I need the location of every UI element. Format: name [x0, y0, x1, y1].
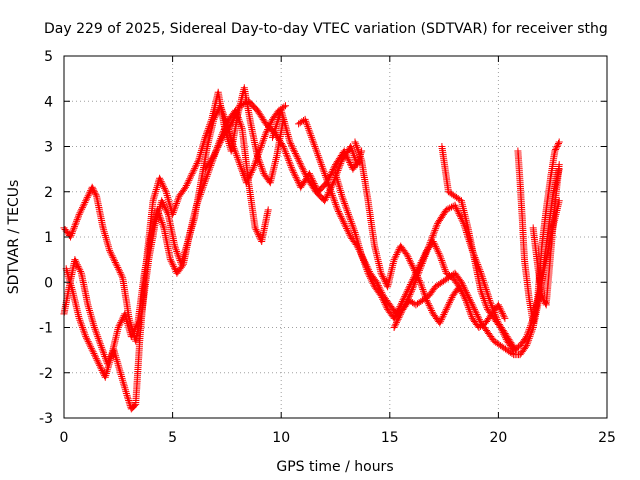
- grid-lines: [64, 56, 607, 418]
- y-axis-label: SDTVAR / TECUs: [6, 180, 22, 295]
- data-points: [269, 106, 366, 205]
- y-tick-label: 3: [44, 140, 53, 156]
- x-tick-label: 10: [272, 430, 290, 446]
- y-tick-label: -2: [39, 366, 53, 382]
- y-tick-labels: -3 -2 -1 0 1 2 3 4 5: [39, 49, 53, 427]
- y-tick-label: 5: [44, 49, 53, 65]
- data-points: [514, 138, 563, 327]
- series-12: [529, 161, 563, 309]
- axis-ticks: [63, 55, 608, 419]
- y-tick-label: -1: [39, 321, 53, 337]
- x-axis-label: GPS time / hours: [276, 459, 393, 475]
- series-8: [351, 138, 509, 331]
- x-tick-label: 25: [598, 430, 616, 446]
- chart-title: Day 229 of 2025, Sidereal Day-to-day VTE…: [44, 21, 608, 37]
- y-tick-label: 0: [44, 275, 53, 291]
- x-tick-label: 5: [168, 430, 177, 446]
- series-11: [514, 138, 563, 327]
- y-tick-label: 1: [44, 230, 53, 246]
- x-tick-label: 0: [60, 430, 69, 446]
- data-points: [529, 161, 563, 309]
- y-tick-label: 2: [44, 185, 53, 201]
- x-tick-labels: 0 5 10 15 20 25: [60, 430, 616, 446]
- x-tick-label: 15: [381, 430, 399, 446]
- data-points: [351, 138, 509, 331]
- y-tick-label: 4: [44, 94, 53, 110]
- y-tick-label: -3: [39, 411, 53, 427]
- series-5: [269, 106, 366, 205]
- x-tick-label: 20: [489, 430, 507, 446]
